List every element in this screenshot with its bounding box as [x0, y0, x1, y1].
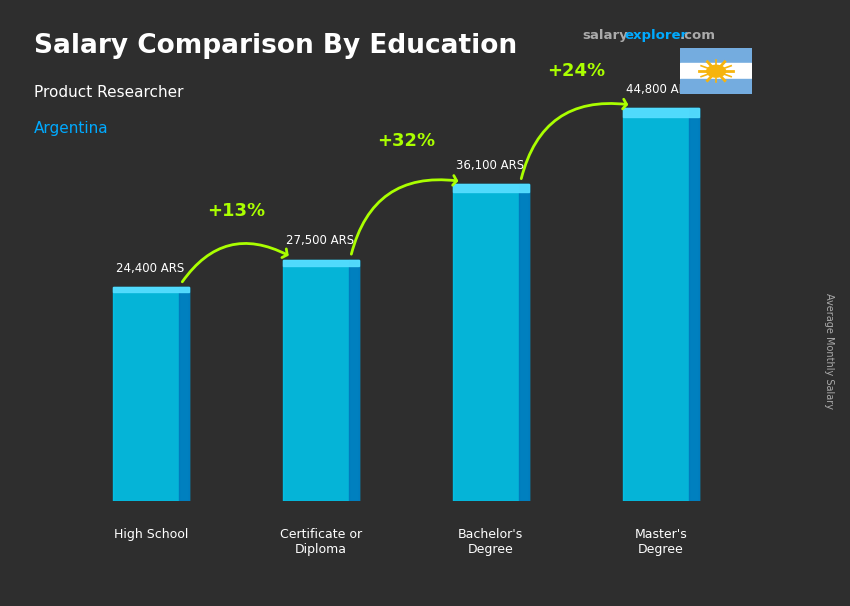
- Text: Argentina: Argentina: [34, 121, 109, 136]
- Text: 27,500 ARS: 27,500 ARS: [286, 235, 354, 247]
- Text: Certificate or
Diploma: Certificate or Diploma: [280, 528, 362, 556]
- Bar: [689, 108, 699, 501]
- Circle shape: [706, 65, 726, 77]
- Bar: [179, 287, 190, 501]
- Bar: [519, 184, 529, 501]
- Text: .com: .com: [680, 29, 716, 42]
- Text: +13%: +13%: [207, 202, 265, 220]
- Bar: [283, 259, 360, 501]
- Bar: [452, 184, 529, 501]
- Text: High School: High School: [114, 528, 188, 541]
- Text: 36,100 ARS: 36,100 ARS: [456, 159, 524, 172]
- Bar: [680, 48, 752, 64]
- Text: 24,400 ARS: 24,400 ARS: [116, 262, 184, 275]
- Text: Average Monthly Salary: Average Monthly Salary: [824, 293, 834, 410]
- Bar: [622, 108, 699, 501]
- Text: Product Researcher: Product Researcher: [34, 85, 184, 100]
- Bar: [113, 287, 190, 292]
- Text: explorer: explorer: [625, 29, 688, 42]
- Bar: [283, 259, 360, 265]
- Text: 44,800 ARS: 44,800 ARS: [626, 82, 694, 96]
- Text: Master's
Degree: Master's Degree: [634, 528, 687, 556]
- Text: +32%: +32%: [377, 132, 435, 150]
- Text: salary: salary: [582, 29, 628, 42]
- Bar: [680, 79, 752, 94]
- Bar: [452, 184, 529, 192]
- Bar: [113, 287, 190, 501]
- Text: +24%: +24%: [547, 62, 605, 80]
- Bar: [349, 259, 360, 501]
- Bar: [680, 64, 752, 79]
- Text: Salary Comparison By Education: Salary Comparison By Education: [34, 33, 517, 59]
- Bar: [622, 108, 699, 118]
- Text: Bachelor's
Degree: Bachelor's Degree: [458, 528, 524, 556]
